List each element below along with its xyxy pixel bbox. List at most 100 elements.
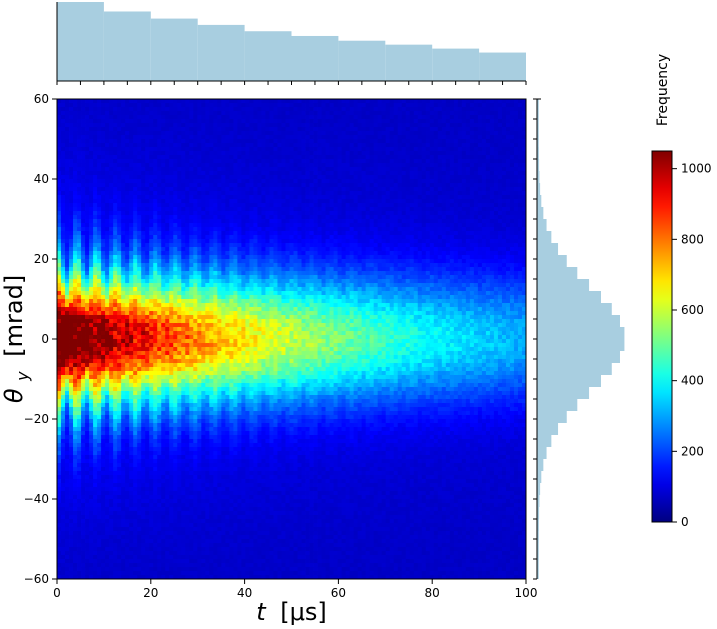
heatmap-cell	[161, 343, 166, 348]
heatmap-cell	[157, 159, 162, 164]
heatmap-cell	[129, 267, 134, 272]
heatmap-cell	[125, 139, 130, 144]
heatmap-cell	[221, 123, 226, 128]
heatmap-cell	[117, 223, 122, 228]
heatmap-cell	[193, 247, 198, 252]
heatmap-cell	[193, 475, 198, 480]
heatmap-cell	[105, 143, 110, 148]
heatmap-cell	[201, 235, 206, 240]
heatmap-cell	[57, 339, 62, 344]
heatmap-cell	[61, 395, 66, 400]
heatmap-cell	[157, 171, 162, 176]
heatmap-cell	[117, 463, 122, 468]
heatmap-cell	[77, 499, 82, 504]
heatmap-cell	[201, 271, 206, 276]
heatmap-cell	[121, 115, 126, 120]
heatmap-cell	[141, 99, 146, 104]
heatmap-cell	[173, 259, 178, 264]
heatmap-cell	[117, 211, 122, 216]
heatmap-cell	[61, 427, 66, 432]
heatmap-cell	[85, 159, 90, 164]
heatmap-cell	[57, 123, 62, 128]
heatmap-cell	[177, 559, 182, 564]
heatmap-cell	[61, 463, 66, 468]
heatmap-cell	[89, 387, 94, 392]
heatmap-cell	[81, 355, 86, 360]
heatmap-cell	[205, 107, 210, 112]
heatmap-cell	[177, 387, 182, 392]
heatmap-cell	[145, 551, 150, 556]
heatmap-cell	[173, 511, 178, 516]
heatmap-cell	[57, 143, 62, 148]
heatmap-cell	[205, 243, 210, 248]
heatmap-cell	[201, 123, 206, 128]
heatmap-cell	[97, 167, 102, 172]
heatmap-cell	[209, 555, 214, 560]
heatmap-cell	[161, 367, 166, 372]
heatmap-cell	[77, 415, 82, 420]
heatmap-cell	[145, 159, 150, 164]
heatmap-cell	[213, 227, 218, 232]
heatmap-cell	[73, 487, 78, 492]
heatmap-cell	[197, 451, 202, 456]
heatmap-cell	[201, 391, 206, 396]
heatmap-cell	[93, 491, 98, 496]
heatmap-cell	[105, 415, 110, 420]
heatmap-cell	[81, 471, 86, 476]
heatmap-cell	[73, 511, 78, 516]
heatmap-cell	[93, 119, 98, 124]
heatmap-cell	[73, 519, 78, 524]
heatmap-cell	[213, 539, 218, 544]
heatmap-cell	[213, 343, 218, 348]
heatmap-cell	[61, 483, 66, 488]
heatmap-cell	[69, 403, 74, 408]
heatmap-cell	[185, 363, 190, 368]
heatmap-cell	[205, 511, 210, 516]
heatmap-cell	[73, 403, 78, 408]
heatmap-cell	[153, 235, 158, 240]
heatmap-cell	[137, 183, 142, 188]
heatmap-cell	[109, 427, 114, 432]
heatmap-cell	[125, 523, 130, 528]
heatmap-cell	[197, 291, 202, 296]
heatmap-cell	[77, 179, 82, 184]
heatmap-cell	[153, 415, 158, 420]
heatmap-cell	[57, 199, 62, 204]
heatmap-cell	[137, 339, 142, 344]
heatmap-cell	[189, 299, 194, 304]
heatmap-cell	[169, 275, 174, 280]
heatmap-cell	[177, 247, 182, 252]
heatmap-cell	[201, 315, 206, 320]
heatmap-cell	[145, 451, 150, 456]
heatmap-cell	[109, 399, 114, 404]
heatmap-cell	[209, 355, 214, 360]
heatmap-cell	[85, 383, 90, 388]
heatmap-cell	[73, 267, 78, 272]
heatmap-cell	[129, 115, 134, 120]
heatmap-cell	[117, 387, 122, 392]
heatmap-cell	[77, 359, 82, 364]
heatmap-cell	[73, 167, 78, 172]
heatmap-cell	[197, 167, 202, 172]
heatmap-cell	[125, 347, 130, 352]
heatmap-cell	[213, 159, 218, 164]
heatmap-cell	[209, 559, 214, 564]
heatmap-cell	[93, 111, 98, 116]
heatmap-cell	[133, 267, 138, 272]
heatmap-cell	[137, 103, 142, 108]
heatmap-cell	[69, 147, 74, 152]
heatmap-cell	[217, 215, 222, 220]
heatmap-cell	[221, 251, 226, 256]
heatmap-cell	[81, 99, 86, 104]
heatmap-cell	[149, 551, 154, 556]
heatmap-cell	[185, 351, 190, 356]
heatmap-cell	[205, 439, 210, 444]
heatmap-cell	[205, 187, 210, 192]
heatmap-cell	[217, 131, 222, 136]
heatmap-cell	[197, 255, 202, 260]
heatmap-cell	[69, 355, 74, 360]
heatmap-cell	[129, 455, 134, 460]
heatmap-cell	[153, 231, 158, 236]
heatmap-cell	[169, 467, 174, 472]
heatmap-cell	[125, 127, 130, 132]
